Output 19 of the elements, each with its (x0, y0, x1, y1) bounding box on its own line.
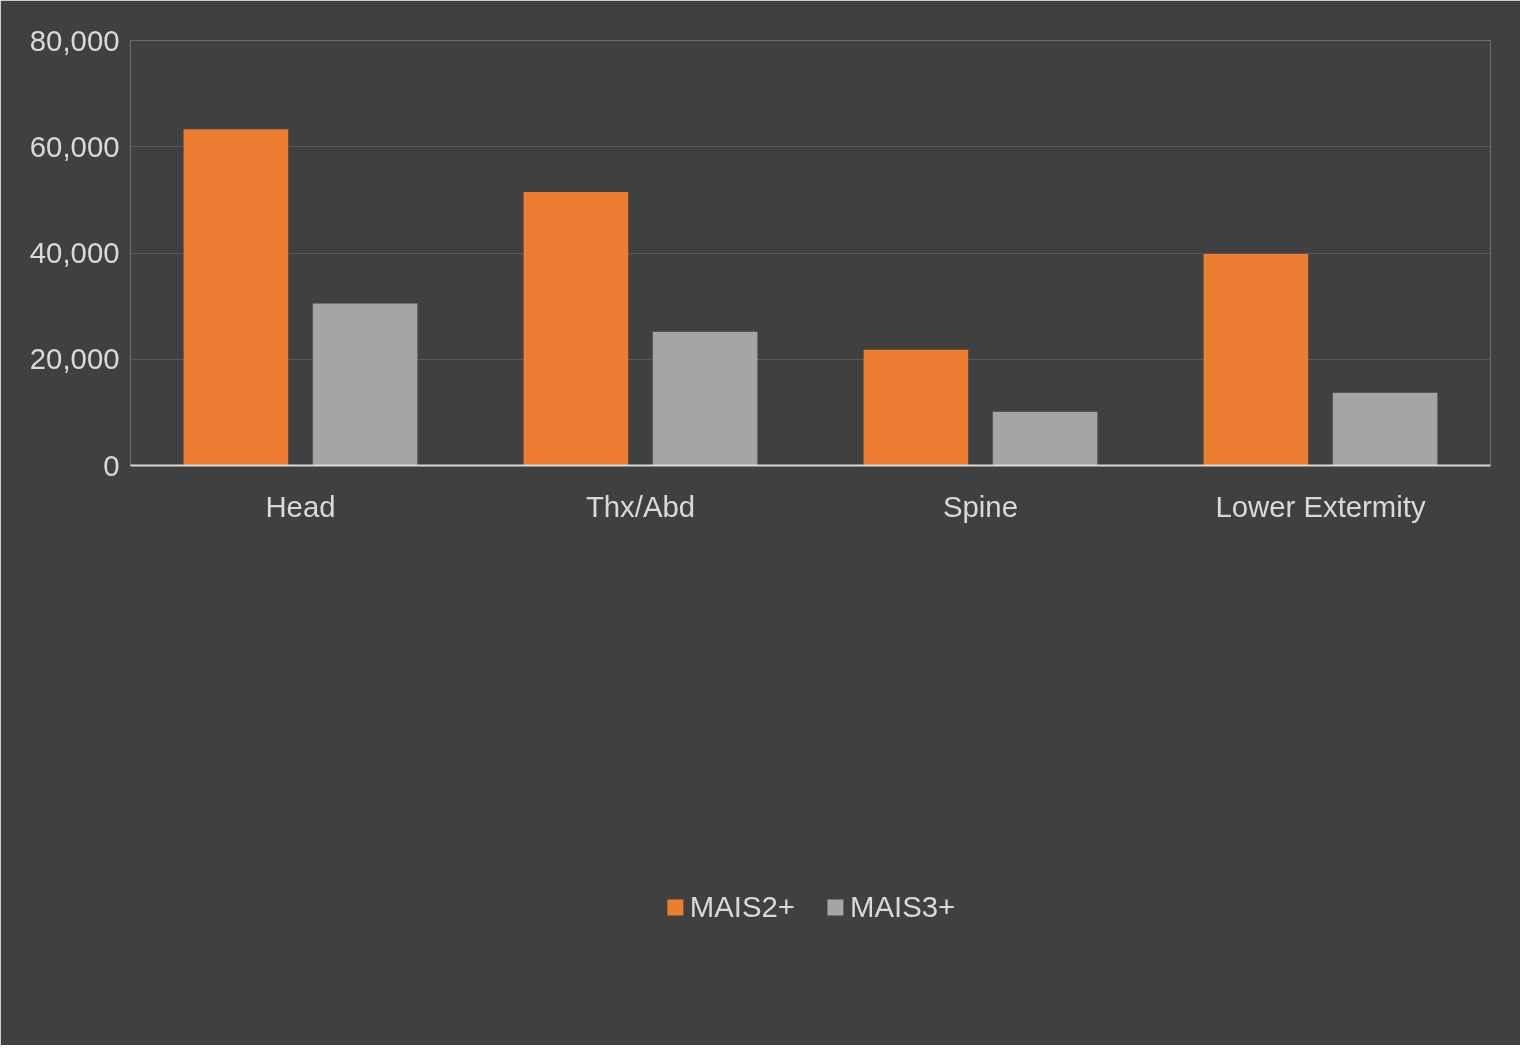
y-tick-label: 40,000 (29, 236, 120, 269)
bar (1332, 392, 1438, 466)
legend-label: MAIS3+ (850, 889, 956, 924)
y-tick-label: 80,000 (29, 23, 120, 57)
x-tick-label: Spine (942, 489, 1019, 523)
x-tick-label: Thx/Abd (585, 489, 696, 523)
legend-label: MAIS2+ (689, 889, 795, 924)
bar (1203, 254, 1309, 466)
bar (523, 191, 629, 466)
bar (652, 331, 758, 466)
x-tick-label: Head (265, 489, 336, 523)
x-tick-label: Lower Extermity (1215, 489, 1426, 523)
bar (312, 303, 418, 466)
bar (863, 349, 969, 466)
y-tick-label: 0 (103, 448, 120, 482)
y-tick-label: 20,000 (29, 342, 120, 376)
y-tick-label: 60,000 (29, 129, 120, 163)
bar (183, 129, 289, 466)
bar (992, 411, 1098, 466)
